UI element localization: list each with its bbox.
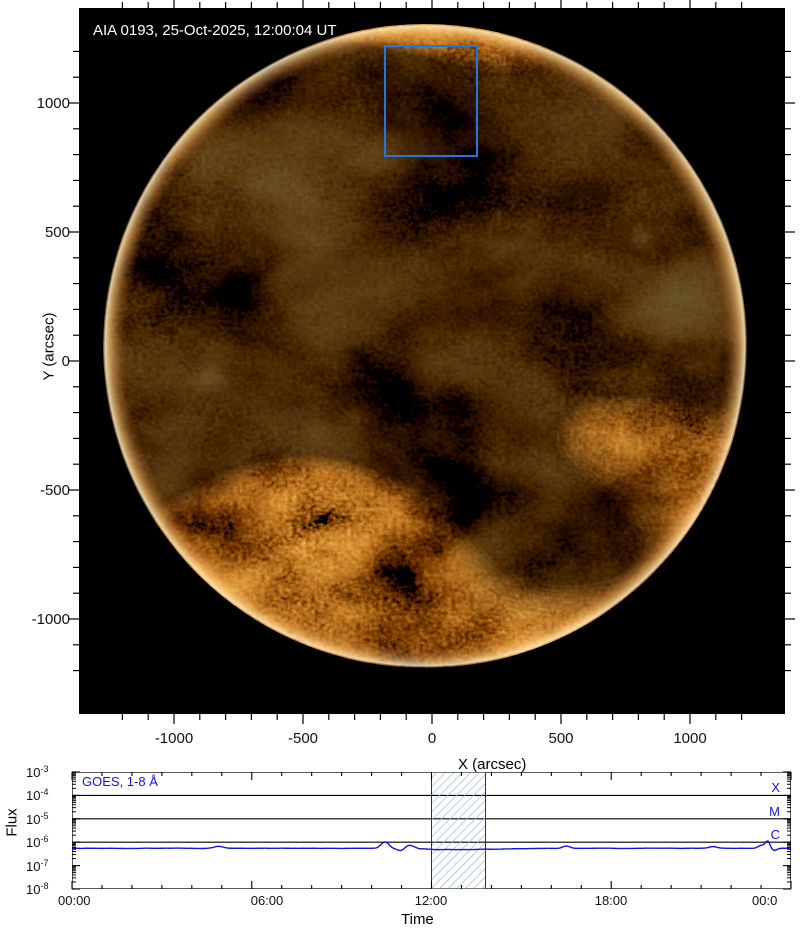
svg-text:GOES, 1-8 Å: GOES, 1-8 Å xyxy=(82,774,158,789)
svg-text:M: M xyxy=(769,804,780,819)
svg-text:X: X xyxy=(771,780,780,795)
svg-text:C: C xyxy=(771,827,780,842)
